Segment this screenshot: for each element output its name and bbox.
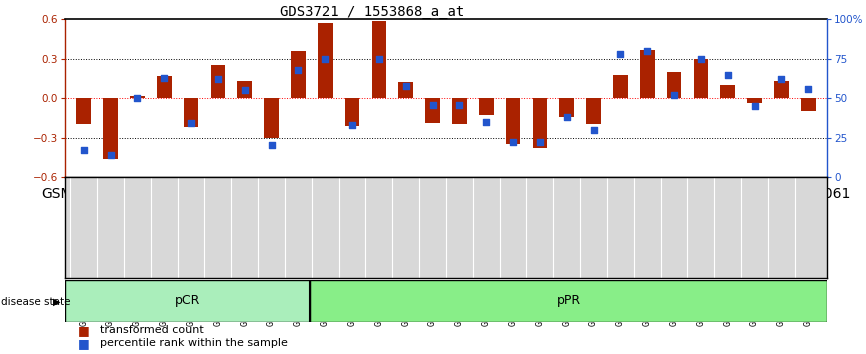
Bar — [76, 98, 91, 125]
Bar — [210, 65, 225, 98]
Point — [238, 87, 252, 93]
Bar — [801, 98, 816, 112]
Bar — [559, 98, 574, 116]
Point — [104, 152, 118, 158]
Text: GDS3721 / 1553868_a_at: GDS3721 / 1553868_a_at — [281, 5, 464, 19]
Point — [211, 76, 225, 82]
Bar — [479, 98, 494, 115]
Text: disease state: disease state — [1, 297, 70, 307]
Bar — [291, 51, 306, 98]
Bar — [586, 98, 601, 125]
Point — [667, 92, 681, 98]
Point — [426, 102, 440, 107]
Point — [399, 83, 413, 88]
Bar — [694, 59, 708, 98]
Bar — [452, 98, 467, 125]
Point — [533, 139, 546, 145]
Bar — [264, 98, 279, 138]
Bar — [318, 23, 333, 98]
Point — [131, 95, 145, 101]
Point — [452, 102, 466, 107]
Bar — [721, 85, 735, 98]
Bar — [613, 75, 628, 98]
Point — [747, 103, 761, 109]
Point — [640, 48, 654, 54]
Bar — [640, 50, 655, 98]
Bar — [65, 280, 310, 322]
Point — [613, 51, 627, 57]
Text: ■: ■ — [78, 337, 90, 350]
Bar — [237, 81, 252, 98]
Point — [158, 75, 171, 81]
Bar — [533, 98, 547, 148]
Bar — [506, 98, 520, 144]
Point — [265, 143, 279, 148]
Bar — [425, 98, 440, 123]
Point — [319, 56, 333, 62]
Point — [292, 67, 306, 73]
Point — [346, 122, 359, 128]
Text: ▶: ▶ — [53, 297, 61, 307]
Bar — [747, 98, 762, 103]
Bar — [398, 82, 413, 98]
Point — [77, 147, 91, 153]
Text: ■: ■ — [78, 324, 90, 337]
Bar — [130, 96, 145, 98]
Text: pPR: pPR — [556, 295, 580, 307]
Text: transformed count: transformed count — [100, 325, 204, 335]
Point — [774, 76, 788, 82]
Bar — [103, 98, 118, 159]
Point — [184, 121, 198, 126]
Point — [586, 127, 600, 132]
Bar — [310, 280, 827, 322]
Point — [559, 114, 573, 120]
Bar — [372, 21, 386, 98]
Point — [479, 119, 493, 125]
Point — [372, 56, 386, 62]
Point — [721, 72, 734, 78]
Text: pCR: pCR — [175, 295, 200, 307]
Bar — [774, 81, 789, 98]
Bar — [667, 72, 682, 98]
Point — [506, 139, 520, 145]
Text: percentile rank within the sample: percentile rank within the sample — [100, 338, 288, 348]
Bar — [157, 76, 171, 98]
Point — [801, 86, 815, 92]
Point — [694, 56, 708, 62]
Bar — [345, 98, 359, 126]
Bar — [184, 98, 198, 127]
